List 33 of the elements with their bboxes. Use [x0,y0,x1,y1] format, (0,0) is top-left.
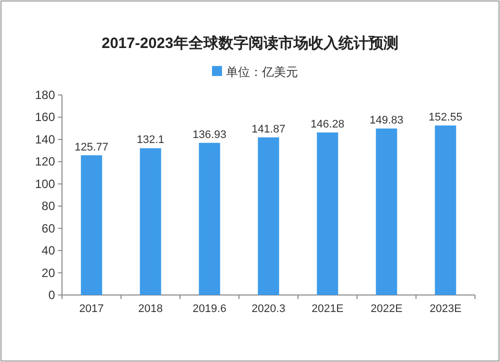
y-tick-label: 0 [48,288,56,302]
y-tick-label: 20 [42,266,56,280]
x-tick-label: 2017 [79,303,104,315]
x-tick-label: 2023E [430,303,462,315]
data-label: 146.28 [310,118,344,130]
y-tick-label: 60 [42,221,56,236]
bar [140,148,162,295]
data-label: 152.55 [428,112,462,124]
legend-label: 单位：亿美元 [226,65,298,79]
x-tick-label: 2019.6 [192,303,226,315]
bar [434,126,456,295]
y-tick-label: 40 [42,244,56,258]
y-tick-label: 80 [42,199,56,214]
y-tick-label: 160 [34,110,56,124]
data-label: 136.93 [192,128,226,141]
bar [316,132,338,295]
x-tick-label: 2018 [138,303,163,315]
chart-title: 2017-2023年全球数字阅读市场收入统计预测 [102,34,398,52]
data-label: 149.83 [370,114,404,127]
x-tick-label: 2022E [370,303,402,315]
x-tick-label: 2021E [312,303,344,315]
data-label: 125.77 [74,141,108,154]
y-tick-label: 180 [34,88,56,102]
bar [198,142,220,295]
y-tick-label: 100 [34,176,56,191]
bar [376,128,398,295]
bar [80,155,102,295]
data-label: 141.87 [252,123,286,136]
bar [258,137,280,295]
y-tick-label: 120 [34,154,56,169]
data-label: 132.1 [136,134,164,146]
y-tick-label: 140 [34,132,56,146]
x-tick-label: 2020.3 [252,303,286,315]
